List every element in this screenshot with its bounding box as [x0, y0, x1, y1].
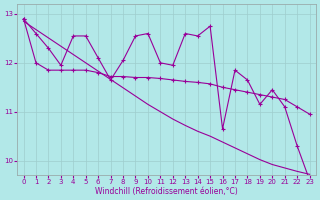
X-axis label: Windchill (Refroidissement éolien,°C): Windchill (Refroidissement éolien,°C) — [95, 187, 238, 196]
